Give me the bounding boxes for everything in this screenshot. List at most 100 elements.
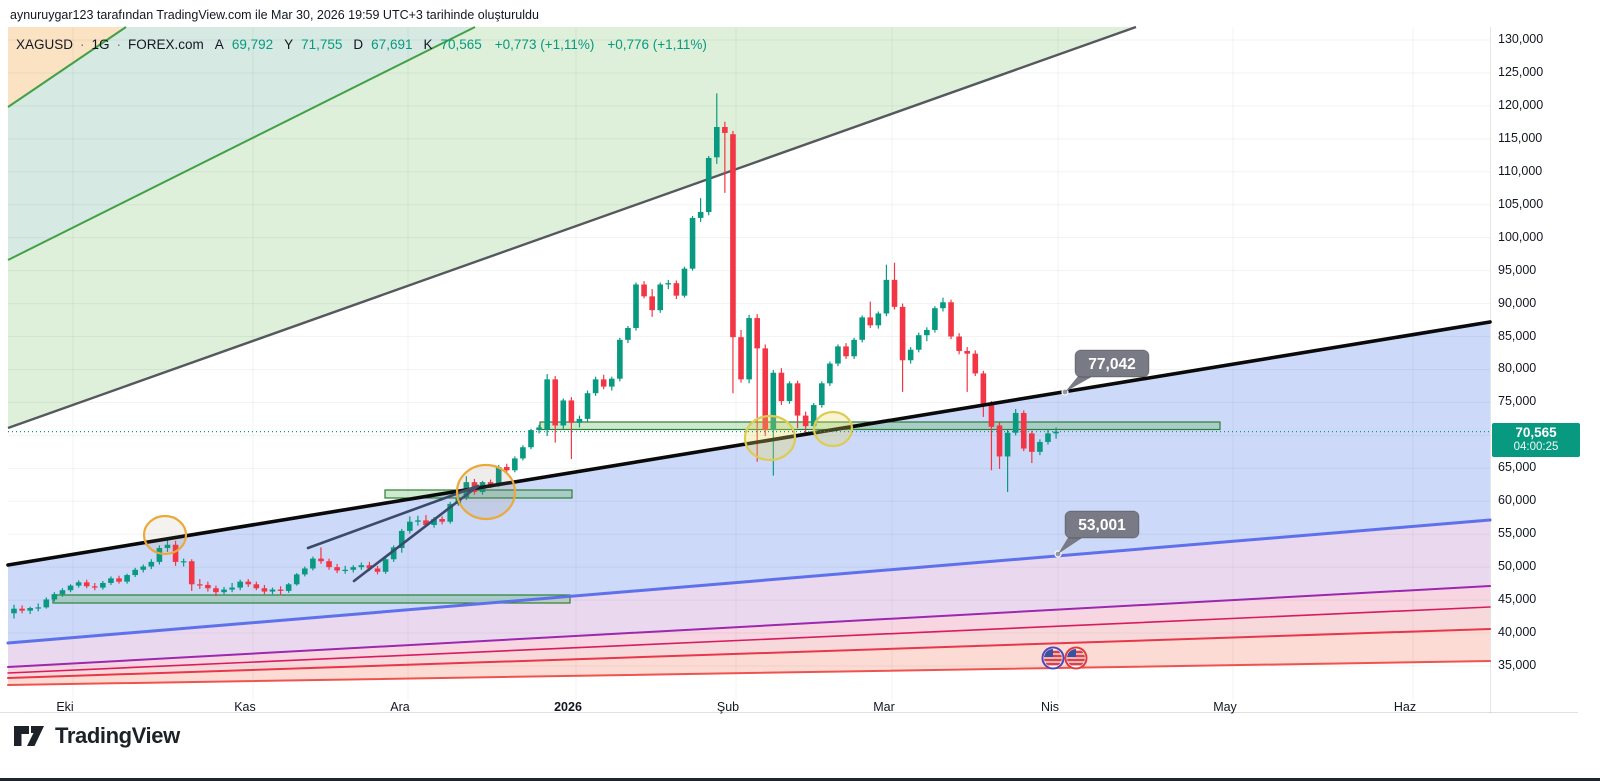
candle-body [924,329,930,336]
candle-body [883,279,890,314]
candle-body [544,379,550,430]
time-axis-border [0,712,1578,713]
candle-body [972,353,979,374]
candle-body [334,567,340,571]
candle-body [980,373,987,404]
candle-body [293,574,300,585]
price-tick-label: 85,000 [1498,328,1537,343]
blue-channel-line[interactable] [6,518,1492,645]
flag-inner [1044,649,1062,667]
candle-body [649,296,655,311]
candle-body [196,584,203,586]
candle-body [907,349,914,361]
candle-body [447,503,454,522]
callout-price-text: 53,001 [1078,517,1126,534]
purple-channel-line[interactable] [7,585,1491,668]
time-axis[interactable]: Eki Kas Ara 2026 Şub Mar Nis May Haz [0,699,1490,714]
support-zone-2[interactable] [384,489,573,499]
callout-bubble[interactable] [1064,510,1140,539]
candle-body [132,569,138,576]
highlight-circle-1[interactable] [142,514,188,556]
price-tick-label: 60,000 [1498,493,1537,508]
candle-body [415,520,421,522]
candle-body [988,403,995,427]
candle-body [75,582,82,586]
price-tick-label: 90,000 [1498,295,1537,310]
legend-separator: · [80,37,85,52]
candle-body [827,363,833,384]
candle-body [172,544,179,562]
candle-body [592,379,599,394]
candle-body [156,548,163,562]
price-axis[interactable]: 130,000 125,000 120,000 115,000 110,000 105,0… [1492,0,1600,713]
price-tick-label: 55,000 [1498,526,1537,541]
candle-body [277,589,284,591]
red-channel-line-c[interactable] [7,660,1491,686]
change-value: +0,773 (+1,11%) [494,37,595,52]
price-tick-label: 45,000 [1498,592,1537,607]
open-label: A [214,37,224,52]
candle-body [237,581,243,588]
low-label: D [353,37,364,52]
price-tick-label: 40,000 [1498,625,1537,640]
tradingview-wordmark: TradingView [55,723,180,748]
fan-green-line-1[interactable] [7,26,127,108]
red-channel-line-a[interactable] [7,606,1491,674]
candle-body [245,581,252,585]
callout-53001[interactable]: 53,001 [1054,510,1140,558]
event-flag-2[interactable] [1064,646,1088,670]
black-trendline[interactable] [6,320,1492,567]
pink-band-2[interactable] [8,607,1490,678]
candle-body [512,458,518,471]
candle-body [996,425,1003,457]
high-value: 71,755 [301,37,343,52]
fan-green-line-2[interactable] [7,26,476,261]
candle-body [180,561,187,563]
candle-body [350,567,357,570]
red-channel-line-b[interactable] [7,628,1491,679]
callout-bubble[interactable] [1074,349,1150,378]
candle-body [269,589,276,592]
candle-body [584,393,591,419]
tradingview-logo[interactable]: TradingView [12,722,180,750]
candle-body [802,415,809,427]
candle-body [35,607,42,609]
candle-body [140,566,147,570]
price-tick-label: 115,000 [1498,130,1543,145]
symbol-interval[interactable]: 1G [91,37,110,52]
lavender-band[interactable] [8,520,1490,667]
price-tick-label: 130,000 [1498,32,1544,46]
candle-body [302,568,308,575]
fan-dark-line[interactable] [7,25,1137,430]
price-tick-label: 65,000 [1498,460,1537,475]
low-value: 67,691 [371,37,413,52]
candle-body [213,588,219,593]
symbol-exchange: FOREX.com [128,37,204,52]
candle-body [431,519,437,525]
candle-body [932,308,938,330]
callout-77042[interactable]: 77,042 [1061,349,1150,396]
candle-body [697,211,704,218]
highlight-circle-3[interactable] [743,414,797,462]
candle-body [164,544,171,549]
candle-body [810,405,817,427]
event-flag-1[interactable] [1041,646,1065,670]
flag-canton [1044,649,1053,657]
pink-band[interactable] [8,586,1490,673]
wedge-line-lower[interactable] [352,484,480,583]
symbol-name[interactable]: XAGUSD [16,37,74,52]
candle-body [116,578,122,582]
highlight-circle-4[interactable] [812,410,854,448]
salmon-band[interactable] [8,629,1490,685]
wedge-line-upper[interactable] [306,484,480,550]
candle-body [915,335,922,350]
candle-body [576,418,583,423]
symbol-legend[interactable]: XAGUSD · 1G · FOREX.com A 69,792 Y 71,755 … [16,37,707,52]
candle-body [536,427,542,431]
candle-body [746,318,752,380]
candle-body [423,520,429,525]
candle-body [285,584,292,591]
highlight-circle-2[interactable] [455,463,517,521]
time-tick-label: Ara [390,700,410,714]
